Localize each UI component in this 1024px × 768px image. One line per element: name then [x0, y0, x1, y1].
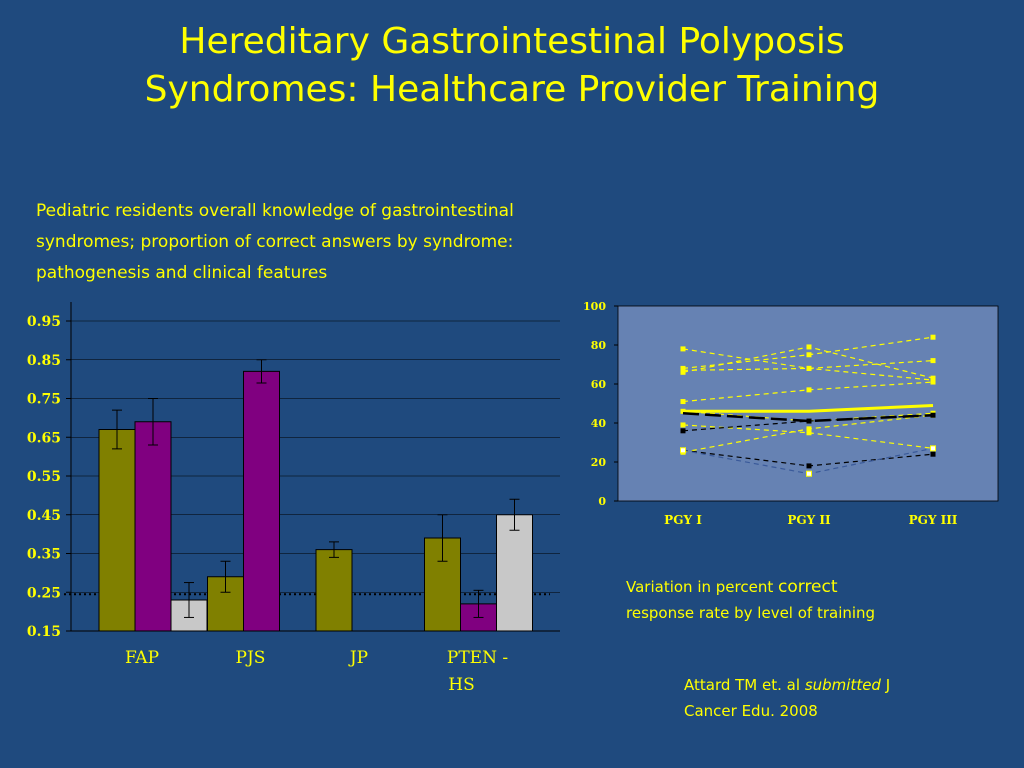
citation: Attard TM et. al submitted J Cancer Edu.… — [684, 672, 890, 724]
y-tick-label: 20 — [591, 456, 607, 469]
y-tick-label: 0.15 — [27, 624, 61, 640]
y-tick-label: 0.35 — [27, 547, 61, 563]
series-line — [683, 403, 934, 413]
data-point — [806, 352, 812, 358]
x-tick-label: PGY I — [664, 513, 702, 527]
data-point — [806, 418, 812, 424]
y-tick-label: 100 — [583, 300, 606, 313]
data-point — [930, 379, 936, 385]
y-tick-label: 0.65 — [27, 430, 61, 446]
data-point — [930, 358, 936, 364]
data-point — [806, 387, 812, 393]
slide-title: Hereditary Gastrointestinal Polyposis Sy… — [0, 18, 1024, 114]
data-point — [806, 344, 812, 350]
title-line-2: Syndromes: Healthcare Provider Training — [144, 69, 880, 110]
bar — [315, 549, 353, 632]
y-tick-label: 0.95 — [27, 314, 61, 330]
x-tick-label: PTEN - — [447, 648, 508, 668]
bar — [98, 429, 136, 632]
data-point — [806, 365, 812, 371]
citation-authors: Attard TM et. al — [684, 676, 801, 694]
y-tick-label: 0.55 — [27, 469, 61, 485]
x-tick-label: PJS — [236, 648, 266, 668]
bar — [243, 370, 280, 632]
data-point — [680, 399, 686, 405]
citation-journal-start: J — [885, 676, 891, 694]
data-point — [930, 375, 936, 381]
data-point — [930, 451, 936, 457]
line-chart-caption: Variation in percent correct response ra… — [626, 574, 875, 626]
y-tick-label: 0.85 — [27, 353, 61, 369]
data-point — [806, 470, 812, 477]
y-tick-label: 0.25 — [27, 585, 61, 601]
data-point — [680, 428, 686, 434]
data-point — [806, 426, 812, 432]
data-point — [680, 422, 686, 428]
bar — [134, 421, 172, 632]
x-tick-label-continued: HS — [448, 675, 474, 695]
line-chart: 100 80 60 40 20 0 PGY I PGY II PGY III — [583, 300, 999, 527]
data-point — [806, 430, 812, 436]
y-tick-label: 80 — [591, 339, 607, 352]
citation-line-2: Cancer Edu. 2008 — [684, 702, 818, 720]
y-tick-label: 60 — [591, 378, 607, 391]
data-point — [680, 447, 686, 454]
title-line-1: Hereditary Gastrointestinal Polyposis — [179, 21, 845, 62]
chart-description: Pediatric residents overall knowledge of… — [36, 196, 636, 289]
caption-part-1: Variation in percent — [626, 578, 774, 596]
data-point — [806, 463, 812, 469]
y-tick-label: 0.75 — [27, 392, 61, 408]
description-line-2: syndromes; proportion of correct answers… — [36, 232, 514, 252]
x-tick-label: FAP — [125, 648, 159, 668]
y-tick-label: 0.45 — [27, 508, 61, 524]
caption-line-2: response rate by level of training — [626, 604, 876, 622]
x-tick-label: JP — [348, 648, 368, 668]
caption-highlight: correct — [778, 577, 838, 597]
x-tick-label: PGY II — [787, 513, 831, 527]
bar-chart: 0.95 0.85 0.75 0.65 0.55 0.45 0.35 0.25 0.15 FAP P… — [27, 302, 560, 695]
data-point — [930, 412, 936, 418]
description-line-3: pathogenesis and clinical features — [36, 263, 328, 283]
y-tick-label: 0 — [598, 495, 606, 508]
data-point — [930, 445, 936, 452]
data-point — [680, 367, 686, 373]
citation-status: submitted — [804, 676, 881, 694]
y-tick-label: 40 — [591, 417, 607, 430]
data-point — [930, 334, 936, 340]
bar — [496, 514, 533, 632]
description-line-1: Pediatric residents overall knowledge of… — [36, 201, 514, 221]
data-point — [680, 346, 686, 352]
x-tick-label: PGY III — [909, 513, 958, 527]
